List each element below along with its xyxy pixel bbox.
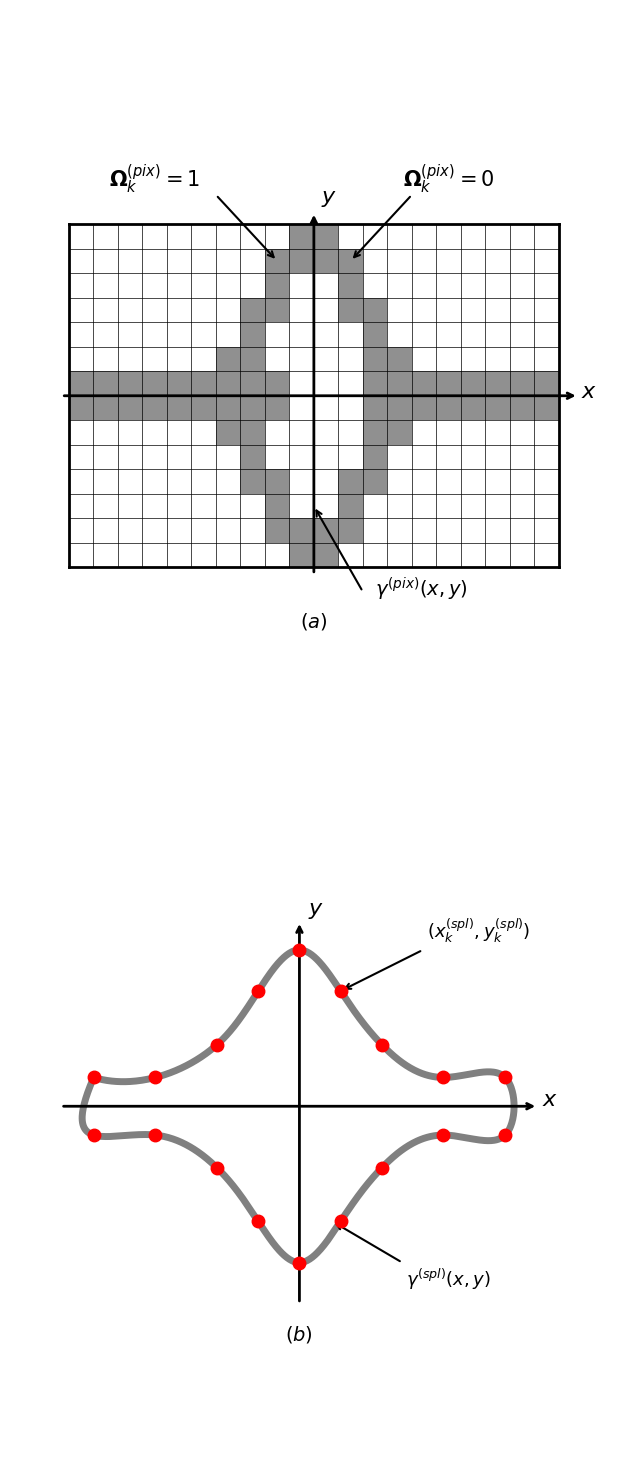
Bar	[363, 298, 387, 322]
Text: $\gamma^{(pix)}(x,y)$: $\gamma^{(pix)}(x,y)$	[375, 577, 468, 603]
Bar	[412, 395, 436, 420]
Bar	[534, 372, 559, 395]
Bar	[265, 469, 289, 494]
Bar	[339, 249, 363, 273]
Bar	[461, 395, 486, 420]
Bar	[363, 372, 387, 395]
Bar	[68, 395, 93, 420]
Bar	[339, 518, 363, 543]
Bar	[534, 395, 559, 420]
Bar	[142, 395, 167, 420]
Bar	[339, 494, 363, 518]
Bar	[216, 347, 241, 372]
Text: $x$: $x$	[542, 1090, 558, 1111]
Bar	[265, 518, 289, 543]
Bar	[314, 543, 339, 568]
Text: $\mathbf{\Omega}_k^{(pix)}=1$: $\mathbf{\Omega}_k^{(pix)}=1$	[109, 162, 200, 196]
Bar	[167, 395, 191, 420]
Text: $x$: $x$	[581, 382, 597, 403]
Bar	[265, 372, 289, 395]
Bar	[387, 347, 412, 372]
Bar	[265, 249, 289, 273]
Bar	[241, 395, 265, 420]
Bar	[486, 372, 510, 395]
Bar	[289, 543, 314, 568]
Bar	[387, 420, 412, 445]
Text: $y$: $y$	[321, 189, 337, 209]
Text: $\mathbf{\Omega}_k^{(pix)}=0$: $\mathbf{\Omega}_k^{(pix)}=0$	[403, 162, 495, 196]
Bar	[363, 469, 387, 494]
Bar	[436, 395, 461, 420]
Bar	[363, 347, 387, 372]
Bar	[436, 372, 461, 395]
Bar	[118, 395, 142, 420]
Bar	[216, 372, 241, 395]
Bar	[241, 372, 265, 395]
Bar	[68, 372, 93, 395]
Bar	[314, 224, 339, 249]
Bar	[142, 372, 167, 395]
Bar	[387, 395, 412, 420]
Bar	[241, 445, 265, 469]
Bar	[486, 395, 510, 420]
Bar	[363, 445, 387, 469]
Bar	[191, 395, 216, 420]
Bar	[461, 372, 486, 395]
Bar	[339, 273, 363, 298]
Bar	[241, 298, 265, 322]
Bar	[118, 372, 142, 395]
Bar	[363, 322, 387, 347]
Bar	[93, 372, 118, 395]
Bar	[510, 395, 534, 420]
Bar	[191, 372, 216, 395]
Bar	[339, 298, 363, 322]
Bar	[289, 518, 314, 543]
Bar	[412, 395, 436, 420]
Bar	[265, 395, 289, 420]
Bar	[314, 518, 339, 543]
Bar	[510, 372, 534, 395]
Bar	[265, 298, 289, 322]
Bar	[216, 420, 241, 445]
Bar	[339, 469, 363, 494]
Bar	[241, 469, 265, 494]
Bar	[241, 347, 265, 372]
Bar	[289, 249, 314, 273]
Text: $\gamma^{(spl)}(x,y)$: $\gamma^{(spl)}(x,y)$	[406, 1267, 492, 1292]
Text: $(x_k^{(spl)}, y_k^{(spl)})$: $(x_k^{(spl)}, y_k^{(spl)})$	[427, 917, 531, 945]
Bar	[241, 322, 265, 347]
Bar	[314, 249, 339, 273]
Bar	[412, 372, 436, 395]
Bar	[265, 494, 289, 518]
Bar	[363, 420, 387, 445]
Text: $(b)$: $(b)$	[285, 1325, 314, 1345]
Bar	[412, 372, 436, 395]
Bar	[363, 395, 387, 420]
Bar	[289, 224, 314, 249]
Text: $y$: $y$	[308, 901, 324, 920]
Bar	[241, 420, 265, 445]
Bar	[93, 395, 118, 420]
Bar	[387, 372, 412, 395]
Bar	[216, 395, 241, 420]
Text: $(a)$: $(a)$	[300, 612, 328, 633]
Bar	[265, 273, 289, 298]
Bar	[167, 372, 191, 395]
